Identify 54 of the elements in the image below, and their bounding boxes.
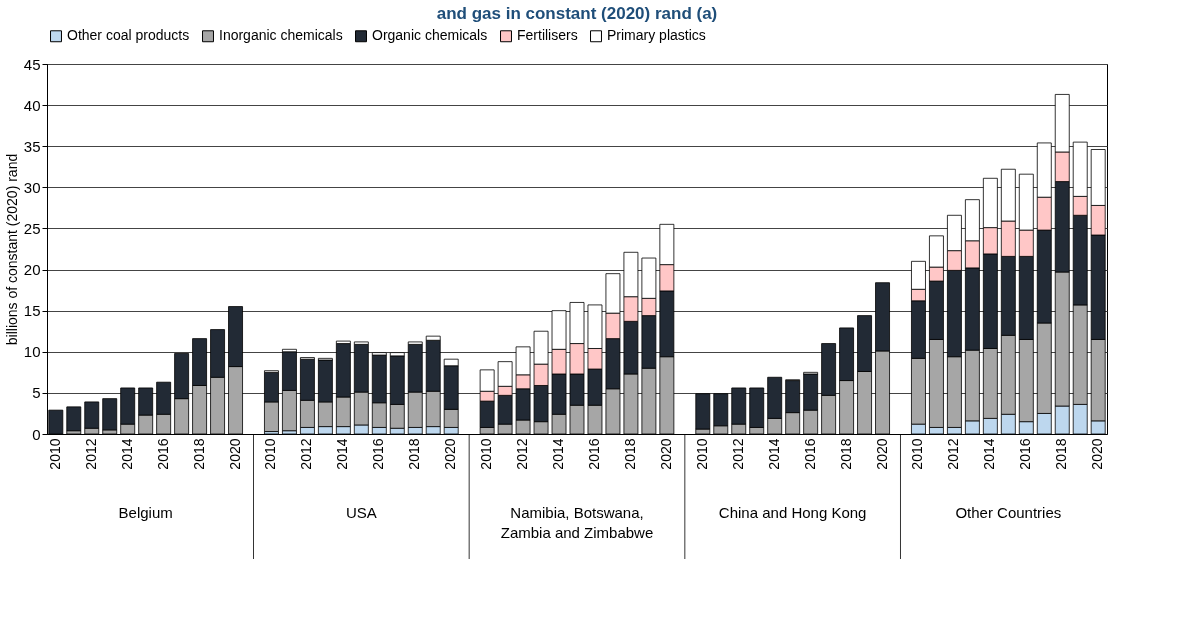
legend-label: Other coal products: [67, 27, 190, 44]
legend-label: Primary plastics: [607, 27, 706, 44]
x-tick-label: 2018: [1053, 438, 1070, 470]
bar: [66, 406, 82, 432]
y-tick-label: 10: [23, 343, 41, 361]
x-tick-label: 2014: [550, 438, 567, 470]
x-tick-label: 2020: [873, 438, 890, 470]
x-tick-label: 2016: [154, 438, 171, 470]
x-tick-label: 2014: [765, 438, 782, 470]
x-tick-label: 2018: [406, 438, 423, 470]
y-tick-label: 25: [23, 219, 41, 237]
y-axis-title: billions of constant (2020) rand: [3, 153, 20, 346]
x-tick-label: 2016: [370, 438, 387, 470]
x-tick-label: 2010: [46, 438, 63, 470]
x-tick-label: 2018: [190, 438, 207, 470]
y-tick-label: 45: [23, 55, 41, 73]
x-tick-label: 2018: [837, 438, 854, 470]
x-tick-label: 2014: [118, 438, 135, 470]
y-tick-label: 30: [23, 178, 41, 196]
x-tick-label: 2010: [909, 438, 926, 470]
text: Namibia, Botswana, Zambia and Zimbabwe: [500, 504, 654, 541]
x-tick-label: 2018: [621, 438, 638, 470]
legend-label: Organic chemicals: [372, 27, 488, 44]
y-tick-label: 15: [23, 302, 41, 320]
y-tick-label: 5: [32, 384, 41, 402]
x-tick-label: 2010: [693, 438, 710, 470]
x-tick-label: 2016: [585, 438, 602, 470]
x-tick-label: 2010: [262, 438, 279, 470]
x-tick-label: 2014: [334, 438, 351, 470]
y-tick-label: 0: [32, 425, 41, 443]
text: China and Hong Kong: [718, 504, 867, 521]
x-tick-label: 2014: [981, 438, 998, 470]
x-tick-label: 2012: [945, 438, 962, 470]
x-tick-label: 2020: [226, 438, 243, 470]
x-tick-label: 2012: [729, 438, 746, 470]
y-tick-label: 35: [23, 137, 41, 155]
legend-label: Fertilisers: [517, 27, 578, 44]
x-tick-label: 2010: [478, 438, 495, 470]
y-tick-label: 40: [23, 96, 41, 114]
x-tick-label: 2016: [1017, 438, 1034, 470]
x-tick-label: 2012: [514, 438, 531, 470]
legend-label: Inorganic chemicals: [219, 27, 343, 44]
x-tick-label: 2020: [657, 438, 674, 470]
text: USA: [345, 504, 377, 521]
text: Other Countries: [955, 504, 1062, 521]
bar: [102, 398, 118, 431]
x-tick-label: 2016: [801, 438, 818, 470]
text: Belgium: [118, 504, 173, 521]
x-tick-label: 2012: [298, 438, 315, 470]
y-tick-label: 20: [23, 261, 41, 279]
x-tick-label: 2020: [1089, 438, 1106, 470]
chart-title: and gas in constant (2020) rand (a): [436, 4, 718, 23]
x-tick-label: 2020: [442, 438, 459, 470]
x-tick-label: 2012: [82, 438, 99, 470]
